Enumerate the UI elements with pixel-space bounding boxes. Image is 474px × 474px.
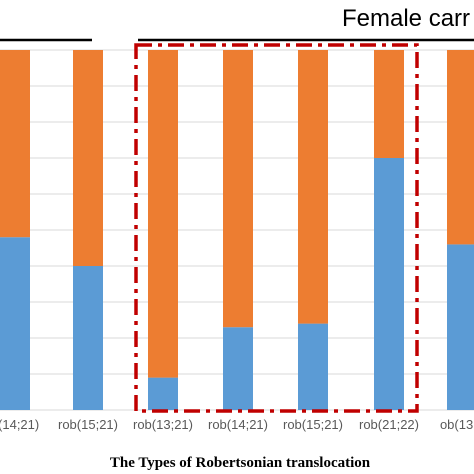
bar-segment-top bbox=[0, 50, 30, 238]
bar-segment-bottom bbox=[73, 266, 103, 410]
bar-segment-top bbox=[298, 50, 328, 324]
bar-segment-top bbox=[148, 50, 178, 378]
bar-segment-bottom bbox=[374, 158, 404, 410]
bar-segment-bottom bbox=[148, 377, 178, 410]
bar-segment-top bbox=[73, 50, 103, 266]
bar-segment-top bbox=[374, 50, 404, 158]
x-axis-title: The Types of Robertsonian translocation bbox=[110, 455, 371, 471]
bar-segment-bottom bbox=[0, 237, 30, 410]
x-tick-label: rob(21;22) bbox=[359, 417, 419, 432]
x-tick-labels: b(14;21) rob(15;21) rob(13;21) rob(14;21) ro… bbox=[0, 417, 474, 432]
x-tick-label: ob(13;1 bbox=[440, 417, 474, 432]
bar-segment-bottom bbox=[447, 244, 474, 410]
x-tick-label: rob(14;21) bbox=[208, 417, 268, 432]
x-tick-label: rob(13;21) bbox=[133, 417, 193, 432]
bar-segment-top bbox=[223, 50, 253, 328]
highlight-box bbox=[134, 43, 419, 413]
bar-segment-top bbox=[447, 50, 474, 245]
group-label-female: Female carr bbox=[342, 5, 470, 32]
bars bbox=[0, 50, 474, 410]
x-tick-label: b(14;21) bbox=[0, 417, 39, 432]
bar-segment-bottom bbox=[223, 327, 253, 410]
x-tick-label: rob(15;21) bbox=[58, 417, 118, 432]
x-tick-label: rob(15;21) bbox=[283, 417, 343, 432]
bar-segment-bottom bbox=[298, 323, 328, 410]
